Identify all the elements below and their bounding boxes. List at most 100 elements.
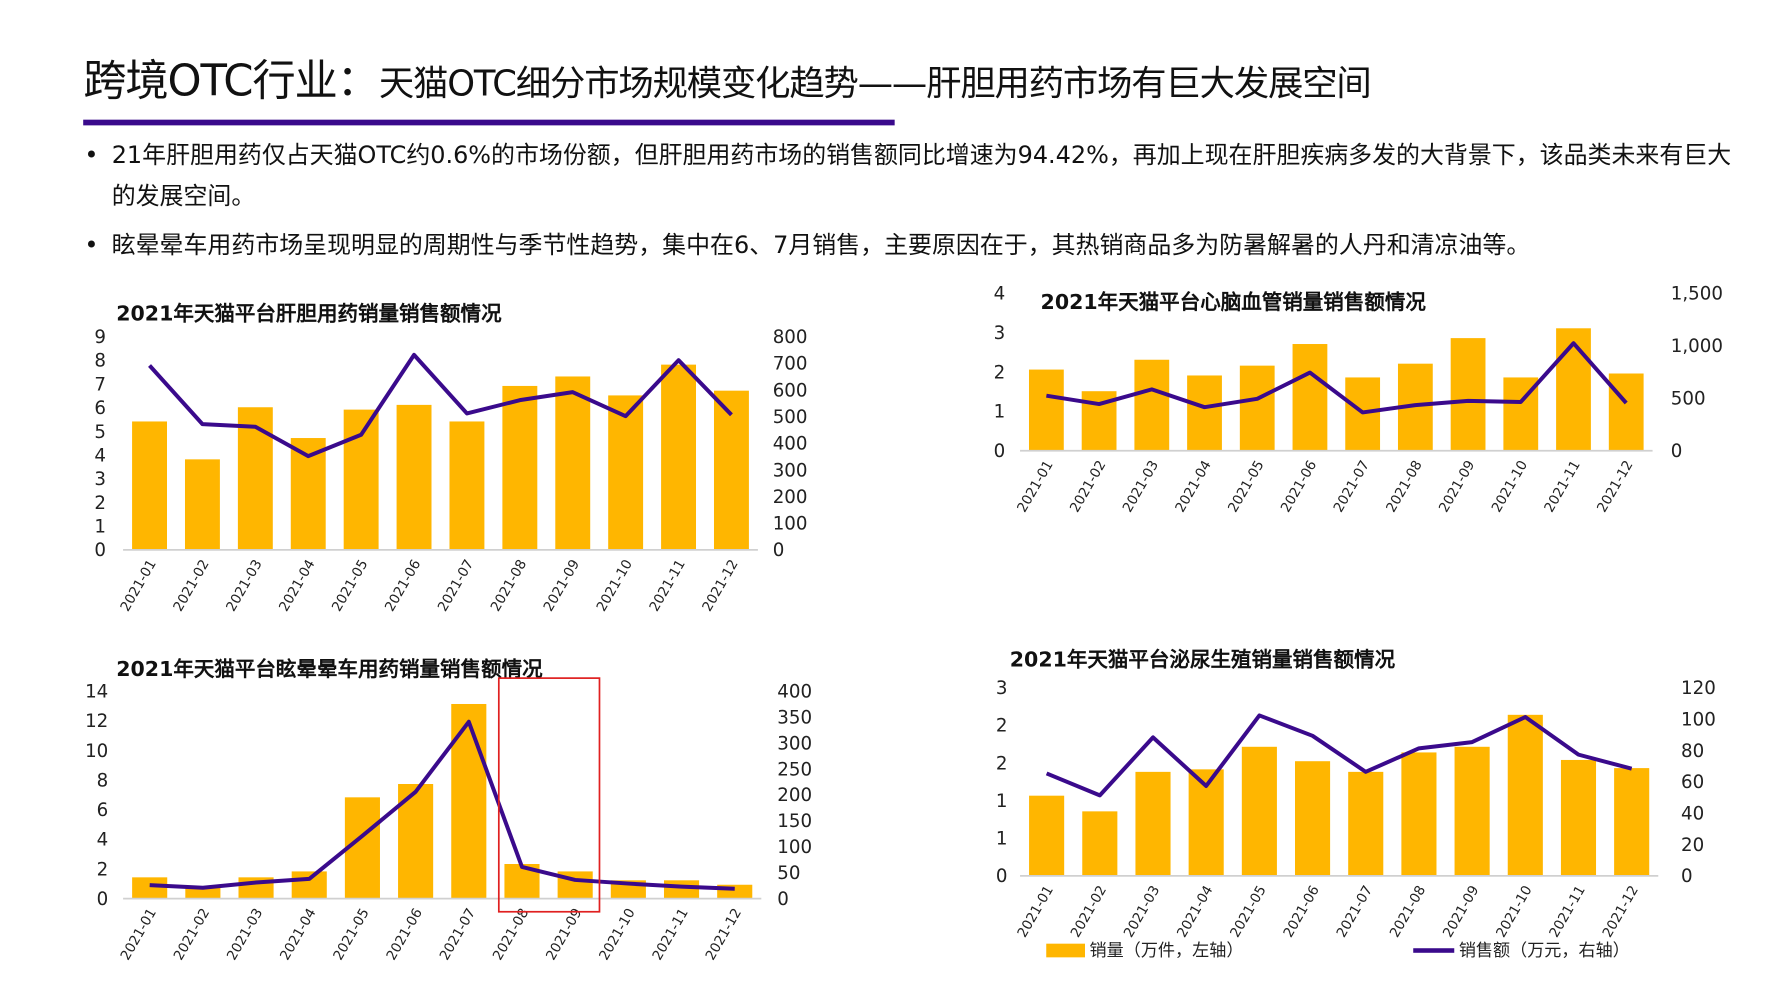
legend-bar-label: 销量（万件，左轴） bbox=[1089, 940, 1244, 961]
x-tick: 2021-09 bbox=[541, 557, 583, 614]
bar bbox=[132, 421, 167, 550]
x-tick: 2021-02 bbox=[1067, 458, 1109, 515]
legend-line-swatch bbox=[1413, 947, 1455, 953]
bar bbox=[1614, 768, 1650, 876]
x-tick: 2021-01 bbox=[1014, 458, 1056, 515]
y-right-tick: 350 bbox=[777, 707, 812, 728]
bar bbox=[343, 409, 379, 550]
x-tick: 2021-09 bbox=[1440, 883, 1482, 940]
y-right-tick: 0 bbox=[777, 889, 789, 910]
y-left-tick: 4 bbox=[94, 445, 106, 466]
x-tick: 2021-10 bbox=[594, 557, 636, 614]
title-underline bbox=[83, 119, 895, 126]
chart-cardio: 0 1 2 3 4 0 500 1,000 1,500 2021-01 2021-02 2021-03… bbox=[994, 284, 1723, 516]
x-tick: 2021-08 bbox=[1383, 458, 1425, 515]
bar bbox=[132, 877, 168, 899]
bar bbox=[713, 390, 749, 550]
x-tick: 2021-07 bbox=[437, 906, 479, 963]
x-tick: 2021-12 bbox=[699, 557, 741, 614]
y-right-tick: 50 bbox=[777, 863, 800, 884]
bullet-1: • 21年肝胆用药仅占天猫OTC约0.6%的市场份额，但肝胆用药市场的销售额同比… bbox=[84, 134, 1737, 216]
y-right-tick: 120 bbox=[1681, 678, 1716, 699]
x-tick: 2021-08 bbox=[490, 906, 532, 963]
y-left-tick: 2 bbox=[97, 859, 109, 880]
y-left-tick: 1 bbox=[94, 516, 106, 537]
bar bbox=[1450, 338, 1486, 451]
x-tick: 2021-04 bbox=[277, 906, 319, 963]
y-right-tick: 200 bbox=[777, 785, 812, 806]
x-tick: 2021-11 bbox=[1546, 883, 1588, 940]
y-right-tick: 0 bbox=[1671, 441, 1683, 462]
x-tick: 2021-05 bbox=[329, 557, 371, 614]
bar bbox=[1507, 714, 1543, 876]
x-tick: 2021-11 bbox=[649, 906, 691, 963]
chart-dizziness: 0 2 4 6 8 10 12 14 0 50 100 150 200 250 300 350 400 2021-… bbox=[85, 677, 812, 963]
bar bbox=[1556, 328, 1591, 451]
y-left-tick: 2 bbox=[996, 716, 1008, 737]
y-right-tick: 0 bbox=[1681, 866, 1693, 887]
y-right-tick: 1,500 bbox=[1671, 284, 1723, 305]
y-right-tick: 300 bbox=[777, 733, 812, 754]
title-sub: 天猫OTC细分市场规模变化趋势——肝胆用药市场有巨大发展空间 bbox=[378, 63, 1372, 105]
y-left-tick: 8 bbox=[94, 351, 106, 372]
bar bbox=[663, 880, 700, 899]
x-tick: 2021-06 bbox=[1280, 883, 1322, 940]
x-tick: 2021-04 bbox=[1174, 883, 1216, 940]
x-tick: 2021-11 bbox=[646, 557, 688, 614]
legend-bar-swatch bbox=[1046, 943, 1085, 957]
x-tick: 2021-08 bbox=[1387, 883, 1429, 940]
y-right-tick: 1,000 bbox=[1671, 336, 1723, 357]
bullet-text: 21年肝胆用药仅占天猫OTC约0.6%的市场份额，但肝胆用药市场的销售额同比增速… bbox=[111, 141, 1732, 210]
y-left-tick: 4 bbox=[97, 830, 109, 851]
y-right-tick: 20 bbox=[1681, 835, 1704, 856]
sales-line bbox=[1045, 713, 1633, 798]
x-tick: 2021-02 bbox=[170, 557, 212, 614]
y-left-tick: 14 bbox=[85, 681, 108, 702]
bullet-2: • 眩晕晕车用药市场呈现明显的周期性与季节性趋势，集中在6、7月销售，主要原因在… bbox=[84, 225, 1737, 266]
x-tick: 2021-04 bbox=[276, 557, 318, 614]
y-left-tick: 10 bbox=[85, 741, 108, 762]
x-tick: 2021-06 bbox=[382, 557, 424, 614]
x-tick: 2021-12 bbox=[1594, 458, 1636, 515]
x-tick: 2021-10 bbox=[1493, 883, 1535, 940]
sales-line bbox=[149, 719, 735, 891]
y-left-tick: 6 bbox=[97, 800, 109, 821]
y-left-tick: 2 bbox=[94, 493, 106, 514]
y-right-tick: 80 bbox=[1681, 741, 1704, 762]
x-tick: 2021-12 bbox=[703, 906, 745, 963]
x-tick: 2021-01 bbox=[1015, 883, 1057, 940]
y-right-tick: 60 bbox=[1681, 772, 1704, 793]
bar bbox=[1560, 759, 1597, 876]
x-tick: 2021-07 bbox=[1334, 883, 1376, 940]
y-left-tick: 0 bbox=[97, 889, 109, 910]
page-title: 跨境OTC行业：天猫OTC细分市场规模变化趋势——肝胆用药市场有巨大发展空间 bbox=[83, 46, 1372, 109]
x-tick: 2021-06 bbox=[1278, 458, 1320, 515]
y-left-tick: 1 bbox=[996, 829, 1008, 850]
legend-line-label: 销售额（万元，右轴） bbox=[1458, 940, 1630, 961]
x-tick: 2021-03 bbox=[223, 557, 265, 614]
legend-bar: 销量（万件，左轴） bbox=[1046, 938, 1243, 962]
bullet-dot: • bbox=[84, 231, 99, 259]
x-tick: 2021-04 bbox=[1172, 458, 1214, 515]
bar bbox=[1608, 373, 1644, 451]
y-right-tick: 800 bbox=[773, 327, 808, 348]
chart-urogenital: 0 1 1 2 2 3 0 20 40 60 80 100 120 2021-01 2021-02 2021-… bbox=[996, 678, 1716, 940]
y-left-tick: 12 bbox=[85, 711, 108, 732]
y-left-tick: 7 bbox=[94, 374, 106, 395]
bar bbox=[291, 871, 327, 899]
y-left-tick: 0 bbox=[996, 866, 1008, 887]
y-right-tick: 400 bbox=[777, 681, 812, 702]
bar bbox=[1348, 771, 1384, 876]
y-left-tick: 4 bbox=[994, 284, 1006, 305]
y-right-tick: 250 bbox=[777, 759, 812, 780]
y-left-tick: 3 bbox=[996, 678, 1008, 699]
y-right-tick: 700 bbox=[773, 354, 808, 375]
y-right-tick: 400 bbox=[773, 434, 808, 455]
y-left-tick: 8 bbox=[97, 770, 109, 791]
bar bbox=[661, 364, 697, 550]
x-tick: 2021-08 bbox=[488, 557, 530, 614]
x-tick: 2021-05 bbox=[1227, 883, 1269, 940]
x-tick: 2021-12 bbox=[1600, 883, 1642, 940]
y-left-tick: 2 bbox=[994, 362, 1006, 383]
